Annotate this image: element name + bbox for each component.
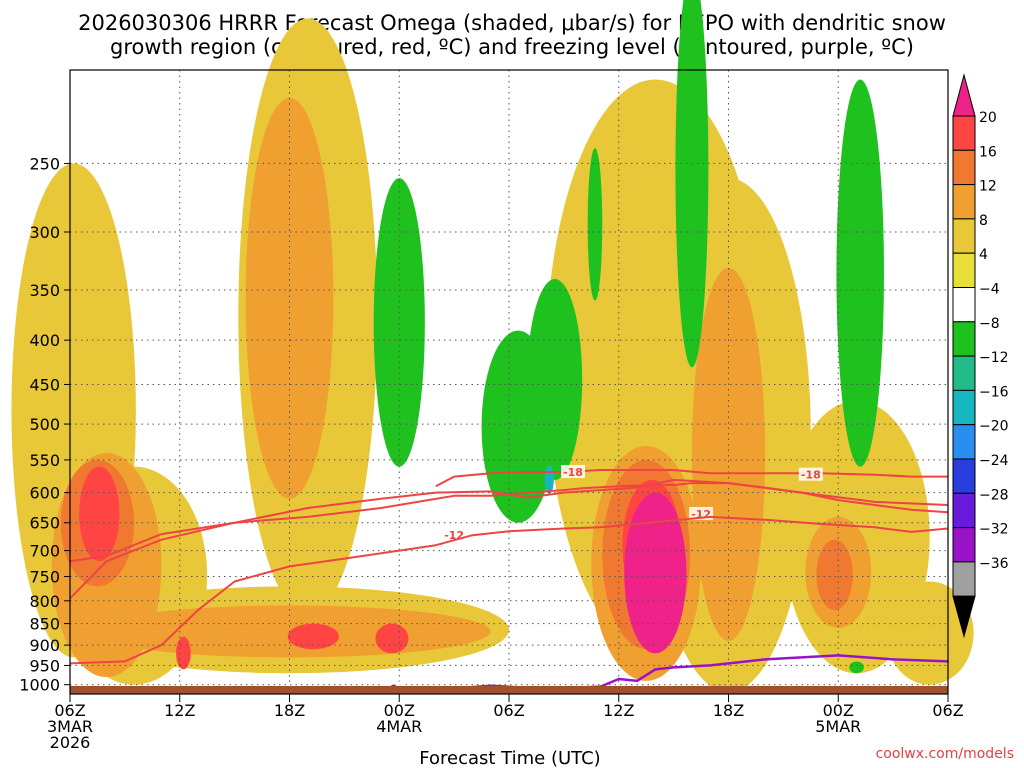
omega-cell-28 [836, 79, 884, 467]
omega-cell-23 [373, 178, 425, 467]
y-tick-label: 350 [29, 281, 60, 300]
omega-cell-9 [287, 623, 339, 650]
colorbar-bin-2 [952, 149, 976, 186]
colorbar-label: −28 [979, 487, 1009, 503]
y-tick-label: 700 [29, 542, 60, 561]
colorbar-bin-11 [952, 458, 976, 494]
y-tick-label: 850 [29, 615, 60, 634]
contour-label: -18 [801, 469, 821, 482]
x-tick-date: 5MAR [815, 717, 861, 736]
colorbar-bin-13 [952, 527, 976, 563]
y-tick-label: 900 [29, 636, 60, 655]
colorbar-bin-12 [952, 492, 976, 529]
contour-line--18 [435, 469, 948, 488]
y-tick-label: 400 [29, 331, 60, 350]
x-tick-label: 12Z [164, 701, 195, 720]
x-tick-label: 06Z [493, 701, 524, 720]
colorbar-label: 20 [979, 110, 997, 126]
y-tick-label: 450 [29, 375, 60, 394]
colorbar-label: 16 [979, 144, 997, 160]
colorbar-bin-5 [952, 252, 976, 288]
chart-title-line2: growth region (contoured, red, ºC) and f… [110, 35, 914, 59]
colorbar-label: 12 [979, 179, 997, 195]
x-tick-year: 2026 [50, 733, 91, 752]
y-tick-label: 1000 [19, 676, 60, 695]
omega-cell-20 [816, 539, 853, 611]
x-tick-label: 06Z [54, 701, 85, 720]
x-tick-label: 12Z [603, 701, 634, 720]
colorbar-label: −20 [979, 419, 1009, 435]
colorbar-label: −16 [979, 384, 1009, 400]
contour-label: -18 [563, 466, 583, 479]
y-tick-label: 500 [29, 415, 60, 434]
colorbar-label: −24 [979, 453, 1009, 469]
x-tick-label: 18Z [274, 701, 305, 720]
y-tick-label: 750 [29, 568, 60, 587]
omega-cell-11 [176, 636, 191, 670]
y-tick-label: 800 [29, 592, 60, 611]
x-tick-label: 00Z [384, 701, 415, 720]
chart-title-line1: 2026030306 HRRR Forecast Omega (shaded, … [78, 11, 946, 35]
x-tick-date: 3MAR [47, 717, 93, 736]
colorbar-bin-3 [952, 184, 976, 220]
omega-cell-29 [849, 661, 864, 674]
temperature-contours: -18-18-12-120 [69, 465, 949, 695]
omega-cell-25 [527, 279, 583, 480]
contour-label-bg [798, 467, 823, 481]
colorbar-label: −36 [979, 556, 1009, 572]
colorbar-bin-6 [952, 287, 976, 323]
colorbar-label: 8 [979, 213, 988, 229]
colorbar-top-arrow [952, 73, 976, 117]
colorbar-bin-1 [952, 115, 976, 151]
colorbar-legend: 20 16 12 8 4 −4 −8 −12 −16 −20 −24 −28 −32 −36 [952, 73, 1009, 639]
y-axis-pressure: 250 300 350 400 450 500 550 600 650 700 750 800 850 9… [19, 154, 70, 695]
colorbar-label: −12 [979, 350, 1009, 366]
omega-cell-10 [375, 623, 409, 654]
y-tick-label: 650 [29, 514, 60, 533]
y-tick-label: 300 [29, 223, 60, 242]
watermark: coolwx.com/models [876, 746, 1014, 762]
omega-cell-22 [624, 492, 687, 654]
y-tick-label: 550 [29, 451, 60, 470]
x-tick-label: 00Z [823, 701, 854, 720]
colorbar-label: 4 [979, 247, 988, 263]
y-tick-label: 600 [29, 484, 60, 503]
omega-cell-17 [691, 267, 766, 641]
omega-cell-27 [675, 0, 709, 368]
colorbar-label: −4 [979, 282, 1000, 298]
colorbar-bin-4 [952, 218, 976, 254]
x-axis-label: Forecast Time (UTC) [419, 748, 600, 768]
contour-label-bg [561, 465, 586, 479]
omega-cell-8 [79, 466, 120, 562]
contour-line--12b [69, 478, 949, 563]
colorbar-label: −32 [979, 522, 1009, 538]
colorbar-bottom-arrow [952, 595, 976, 639]
y-tick-label: 950 [29, 656, 60, 675]
omega-cell-30 [544, 465, 554, 494]
x-tick-label: 18Z [713, 701, 744, 720]
omega-cell-26 [587, 148, 603, 301]
x-tick-date: 4MAR [376, 717, 422, 736]
colorbar-bin-8 [952, 355, 976, 391]
contour-line--12c [69, 515, 949, 665]
colorbar-bin-14 [952, 561, 976, 597]
terrain-ground [70, 686, 948, 694]
colorbar-label: −8 [979, 316, 1000, 332]
omega-cell-4 [245, 97, 334, 499]
x-tick-label: 06Z [932, 701, 963, 720]
colorbar-bin-7 [952, 321, 976, 357]
colorbar-bin-9 [952, 389, 976, 426]
y-tick-label: 250 [29, 154, 60, 173]
colorbar-bin-10 [952, 424, 976, 460]
